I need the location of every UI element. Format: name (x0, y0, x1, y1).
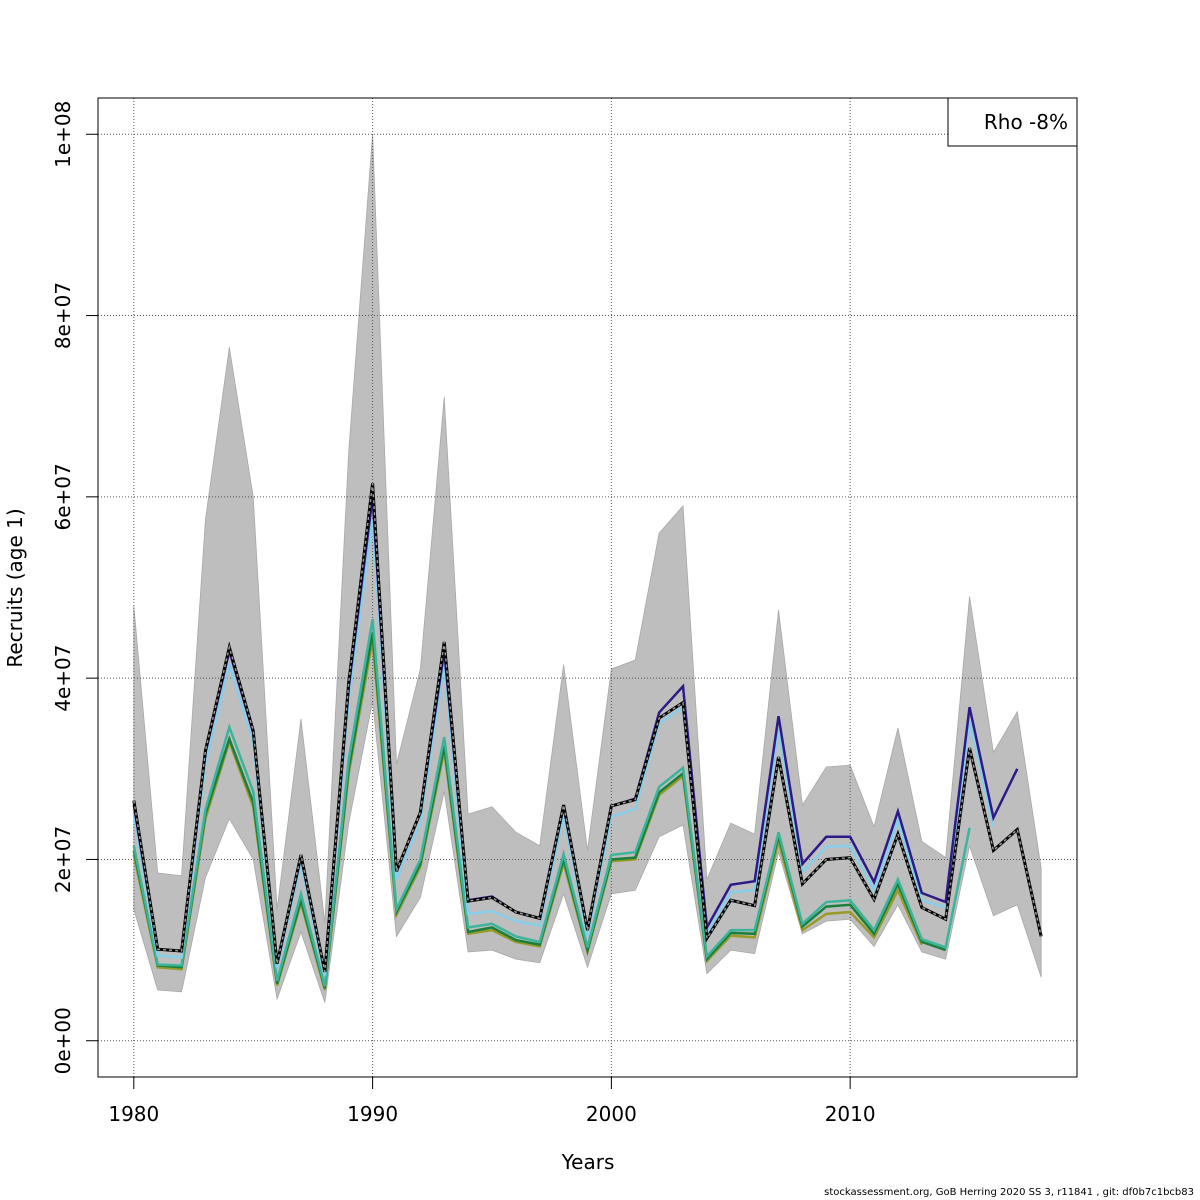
y-tick-label: 1e+08 (51, 101, 75, 168)
series-line-2016 (132, 519, 995, 976)
y-tick-label: 4e+07 (51, 645, 75, 712)
y-tick-label: 2e+07 (51, 826, 75, 893)
x-axis: 1980 1990 2000 2010 (108, 1076, 876, 1126)
x-axis-title: Years (561, 1150, 615, 1174)
legend: Rho -8% (947, 97, 1078, 147)
y-axis-title: Recruits (age 1) (3, 508, 27, 667)
y-tick-label: 0e+00 (51, 1007, 75, 1074)
x-tick-label: 2000 (586, 1102, 637, 1126)
x-tick-label: 1990 (347, 1102, 398, 1126)
y-tick-label: 6e+07 (51, 463, 75, 530)
y-tick-label: 8e+07 (51, 282, 75, 349)
legend-text: Rho -8% (984, 110, 1068, 134)
confidence-band-layer (133, 134, 1042, 1003)
series-line-2015 (132, 619, 971, 987)
series-line-dash-2018 (133, 483, 1042, 972)
series-layer (132, 483, 1043, 991)
grid-layer (98, 98, 1077, 1077)
y-axis: 0e+00 2e+07 4e+07 6e+07 8e+07 1e+08 (51, 101, 99, 1074)
x-tick-label: 2010 (825, 1102, 876, 1126)
legend-box (947, 97, 1078, 147)
footer-text: stockassessment.org, GoB Herring 2020 SS… (824, 1187, 1194, 1198)
confidence-band (133, 134, 1042, 1003)
x-tick-label: 1980 (108, 1102, 159, 1126)
